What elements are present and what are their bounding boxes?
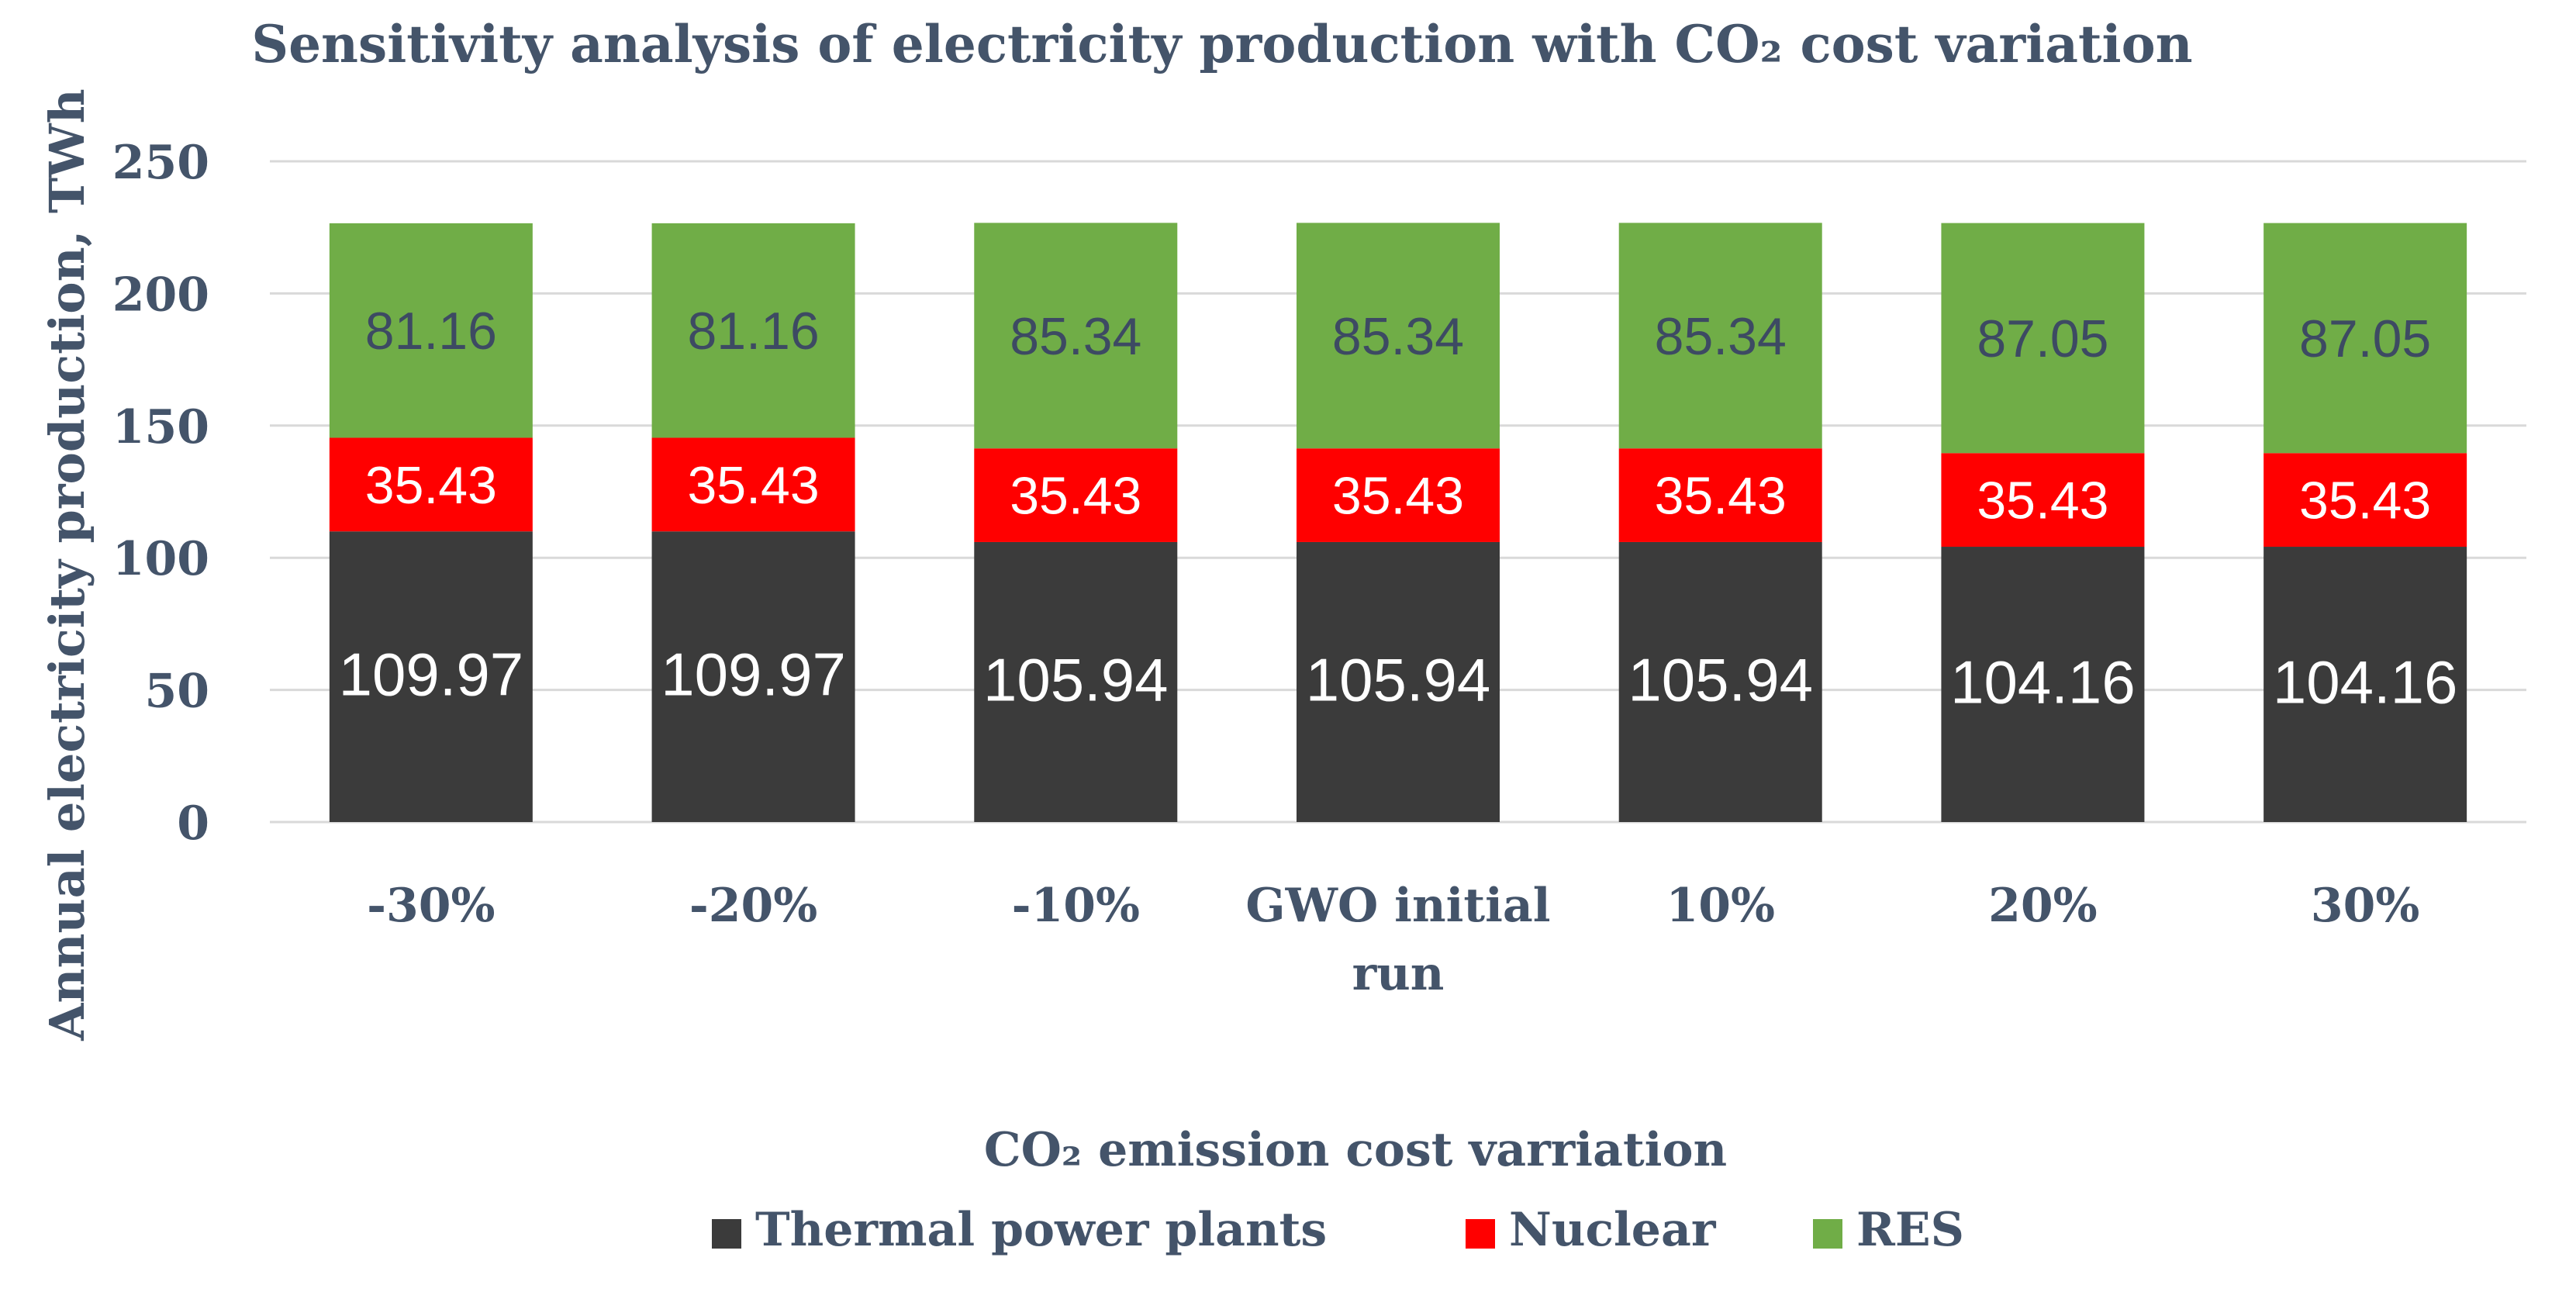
x-tick-label: 30%: [2311, 879, 2420, 933]
bar-segment: [1618, 541, 1822, 822]
data-label: 35.43: [1655, 467, 1787, 526]
data-label: 35.43: [687, 456, 819, 515]
data-label: 35.43: [2299, 472, 2431, 530]
x-tick-label: GWO initial run: [1245, 879, 1550, 1001]
data-label: 105.94: [1628, 645, 1813, 713]
x-tick-label: -10%: [1012, 879, 1140, 933]
data-label: 104.16: [1950, 648, 2136, 717]
x-axis-ticks: -30% -20% -10% GWO initial run 10% 20% 30%: [367, 879, 2419, 1001]
bar-segment: [1941, 547, 2145, 822]
data-label: 104.16: [2273, 648, 2458, 717]
bar-segment: [651, 223, 855, 438]
bar-segment: [974, 541, 1178, 822]
x-tick-label: 10%: [1666, 879, 1775, 933]
data-label: 105.94: [1306, 645, 1491, 713]
data-label: 81.16: [687, 302, 819, 361]
bar-segment: [1297, 541, 1500, 822]
bar-segment: [651, 437, 855, 532]
chart-title: Sensitivity analysis of electricity prod…: [251, 14, 2192, 74]
data-label: 35.43: [365, 456, 497, 515]
x-tick-label: -30%: [367, 879, 495, 933]
legend-swatch: [1466, 1219, 1495, 1249]
y-tick-label: 0: [177, 796, 209, 851]
bar-segment: [1618, 448, 1822, 542]
legend: Thermal power plants Nuclear RES: [712, 1203, 1964, 1257]
bar-segment: [2263, 547, 2467, 822]
x-tick-label: 20%: [1988, 879, 2098, 933]
legend-label: RES: [1856, 1203, 1964, 1257]
bar-segment: [1941, 223, 2145, 454]
data-label: 35.43: [1332, 467, 1464, 526]
data-label: 85.34: [1010, 307, 1141, 366]
legend-swatch: [1813, 1219, 1842, 1249]
y-tick-label: 150: [112, 400, 209, 454]
legend-label: Nuclear: [1509, 1203, 1717, 1257]
bar-segment: [329, 437, 533, 532]
data-label: 85.34: [1332, 307, 1464, 366]
y-axis-title: Annual electricity production, TWh: [39, 88, 95, 1041]
bars: 109.97 35.43 81.16 109.97 35.43 81.16 105.94 35…: [329, 223, 2467, 822]
data-label: 109.97: [339, 641, 524, 709]
y-tick-label: 100: [112, 532, 209, 586]
x-tick-label: -20%: [689, 879, 817, 933]
bar-segment: [1297, 448, 1500, 542]
data-label: 105.94: [983, 645, 1169, 713]
bar-segment: [2263, 223, 2467, 454]
data-label: 81.16: [365, 302, 497, 361]
bar-segment: [974, 448, 1178, 542]
bar-segment: [1941, 453, 2145, 548]
y-tick-label: 50: [145, 665, 210, 719]
bar-segment: [651, 531, 855, 822]
legend-label: Thermal power plants: [755, 1203, 1327, 1257]
bar-segment: [974, 223, 1178, 449]
data-label: 35.43: [1010, 467, 1141, 526]
data-label: 87.05: [1977, 309, 2108, 368]
data-label: 87.05: [2299, 309, 2431, 368]
legend-swatch: [712, 1219, 741, 1249]
bar-segment: [1618, 223, 1822, 449]
data-label: 35.43: [1977, 472, 2108, 530]
bar-segment: [329, 531, 533, 822]
x-axis-title: CO₂ emission cost varriation: [984, 1123, 1727, 1177]
y-axis-ticks: 0 50 100 150 200 250: [112, 136, 209, 851]
bar-segment: [329, 223, 533, 438]
bar-segment: [1297, 223, 1500, 449]
bar-segment: [2263, 453, 2467, 548]
y-tick-label: 200: [112, 268, 209, 322]
y-tick-label: 250: [112, 136, 209, 190]
data-label: 85.34: [1655, 307, 1787, 366]
data-label: 109.97: [661, 641, 846, 709]
